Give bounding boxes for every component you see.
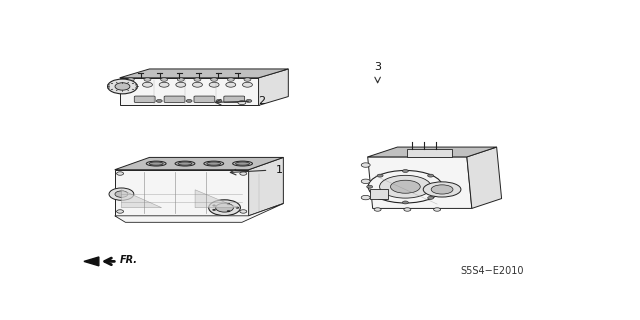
Circle shape xyxy=(209,82,219,87)
Circle shape xyxy=(176,82,186,87)
Circle shape xyxy=(194,78,201,81)
Polygon shape xyxy=(408,149,452,157)
Circle shape xyxy=(244,78,251,81)
Polygon shape xyxy=(467,147,502,208)
Circle shape xyxy=(211,78,218,81)
Ellipse shape xyxy=(233,161,253,166)
Circle shape xyxy=(377,174,383,177)
Circle shape xyxy=(227,211,230,212)
Circle shape xyxy=(144,78,151,81)
Circle shape xyxy=(377,196,383,199)
Polygon shape xyxy=(120,69,288,78)
Polygon shape xyxy=(195,190,238,208)
Circle shape xyxy=(143,82,152,87)
Ellipse shape xyxy=(175,161,195,166)
Polygon shape xyxy=(115,157,284,170)
Circle shape xyxy=(240,210,247,213)
Circle shape xyxy=(246,100,252,102)
Ellipse shape xyxy=(380,175,431,198)
FancyBboxPatch shape xyxy=(134,96,155,102)
Circle shape xyxy=(212,209,216,211)
Text: S5S4−E2010: S5S4−E2010 xyxy=(460,266,524,276)
Ellipse shape xyxy=(207,162,221,165)
Ellipse shape xyxy=(147,161,166,166)
Circle shape xyxy=(127,78,134,81)
Circle shape xyxy=(115,83,130,90)
Ellipse shape xyxy=(178,162,192,165)
Polygon shape xyxy=(122,190,161,208)
Circle shape xyxy=(115,191,128,197)
Ellipse shape xyxy=(390,180,420,193)
Circle shape xyxy=(238,101,246,105)
Text: FR.: FR. xyxy=(120,255,138,265)
Ellipse shape xyxy=(431,185,453,194)
Polygon shape xyxy=(368,147,497,157)
Circle shape xyxy=(126,82,136,87)
Circle shape xyxy=(438,185,444,188)
Circle shape xyxy=(404,208,411,211)
Circle shape xyxy=(216,100,222,102)
Circle shape xyxy=(226,82,236,87)
FancyBboxPatch shape xyxy=(164,96,185,102)
Circle shape xyxy=(116,210,124,213)
Circle shape xyxy=(227,78,234,81)
Circle shape xyxy=(243,82,252,87)
Circle shape xyxy=(403,170,408,172)
Ellipse shape xyxy=(236,162,250,165)
Circle shape xyxy=(116,172,124,175)
Circle shape xyxy=(109,188,134,200)
Circle shape xyxy=(108,79,138,94)
Circle shape xyxy=(361,163,370,167)
Ellipse shape xyxy=(423,182,461,197)
Polygon shape xyxy=(115,204,284,222)
Circle shape xyxy=(161,78,168,81)
Text: 1: 1 xyxy=(276,165,283,175)
FancyBboxPatch shape xyxy=(194,96,215,102)
Polygon shape xyxy=(84,257,99,266)
Circle shape xyxy=(403,201,408,204)
Text: 2: 2 xyxy=(259,96,266,106)
Circle shape xyxy=(209,200,241,216)
FancyBboxPatch shape xyxy=(224,96,244,102)
Circle shape xyxy=(227,204,230,205)
Circle shape xyxy=(193,82,202,87)
Circle shape xyxy=(240,172,247,175)
Ellipse shape xyxy=(368,171,443,203)
Circle shape xyxy=(374,208,381,211)
Circle shape xyxy=(428,174,434,177)
Circle shape xyxy=(212,205,216,206)
Polygon shape xyxy=(115,170,248,216)
Circle shape xyxy=(216,203,234,212)
Circle shape xyxy=(186,100,192,102)
Ellipse shape xyxy=(204,161,224,166)
Polygon shape xyxy=(120,78,259,105)
Circle shape xyxy=(156,100,162,102)
Circle shape xyxy=(159,82,169,87)
FancyBboxPatch shape xyxy=(370,189,388,199)
Polygon shape xyxy=(368,157,472,208)
Polygon shape xyxy=(248,157,284,216)
Circle shape xyxy=(367,185,372,188)
Circle shape xyxy=(428,196,434,199)
Circle shape xyxy=(236,207,239,208)
Polygon shape xyxy=(259,69,288,105)
Circle shape xyxy=(361,195,370,200)
Circle shape xyxy=(177,78,184,81)
Ellipse shape xyxy=(149,162,163,165)
Circle shape xyxy=(361,179,370,184)
Circle shape xyxy=(434,208,440,211)
Text: 3: 3 xyxy=(374,62,381,72)
